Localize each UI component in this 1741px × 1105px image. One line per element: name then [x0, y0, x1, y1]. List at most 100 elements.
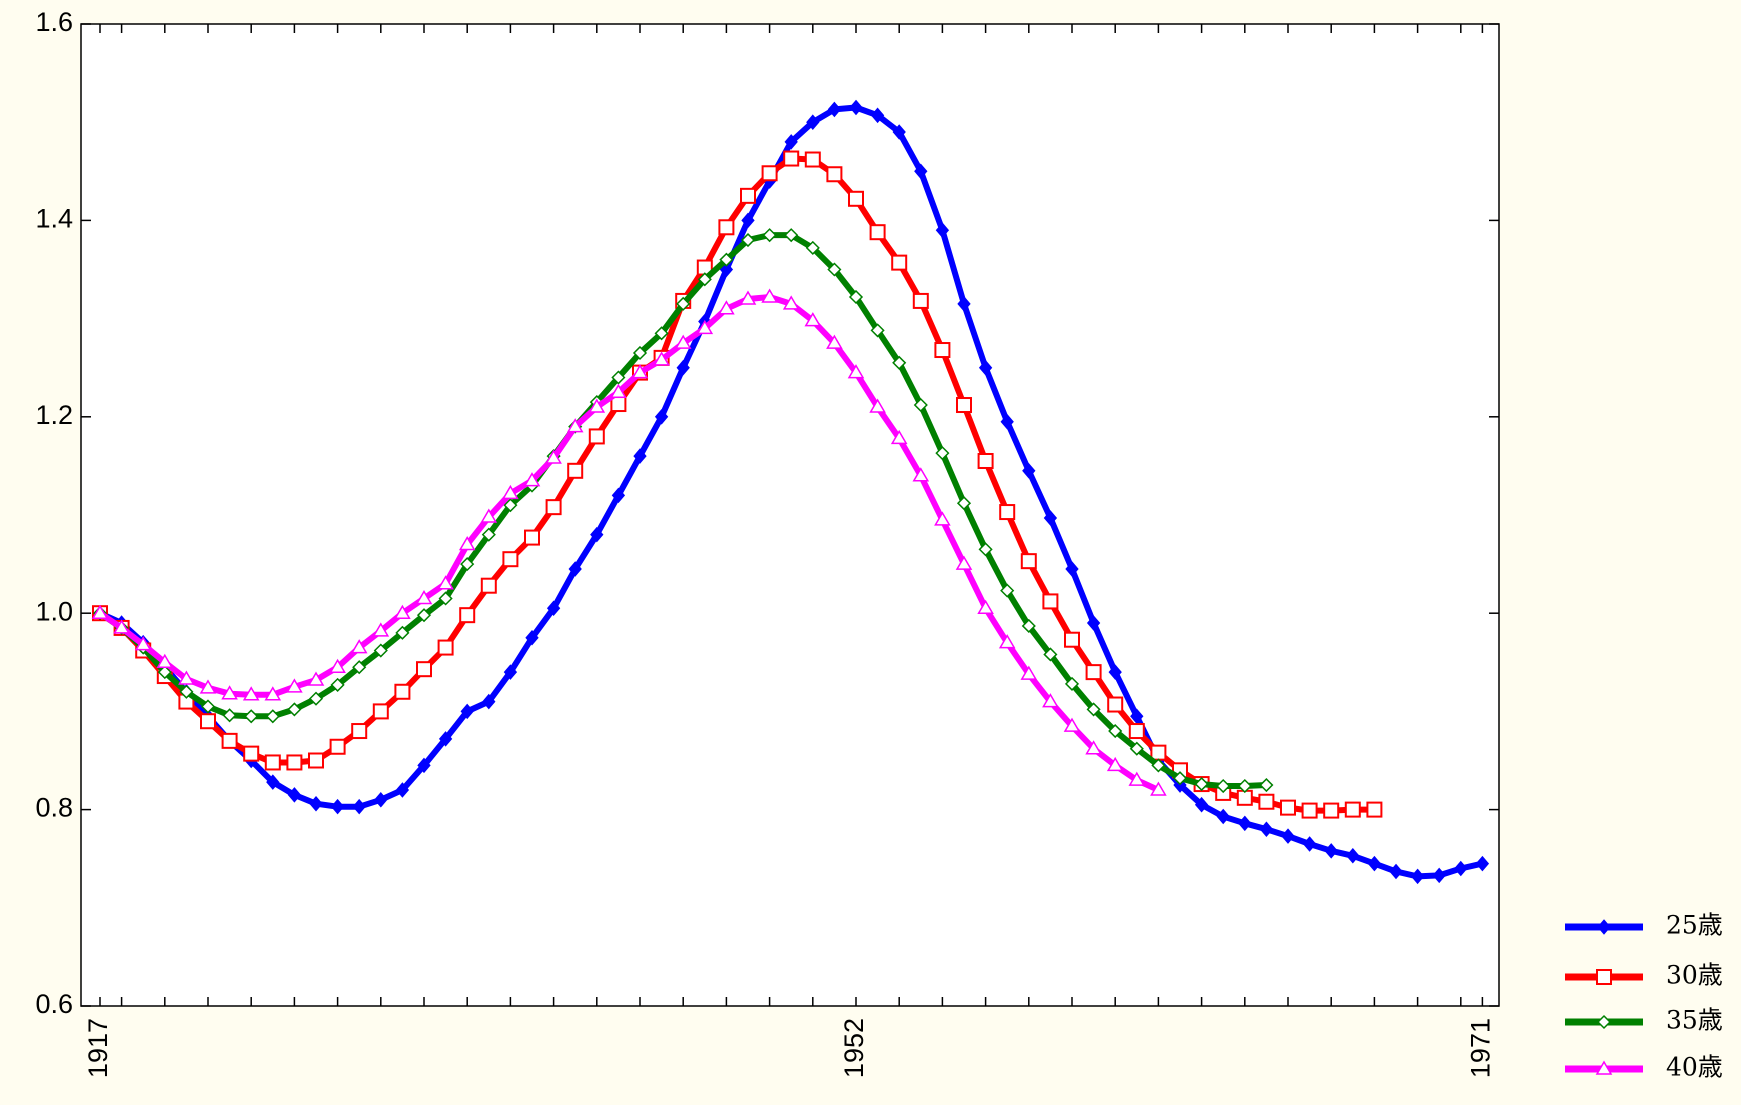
marker [891, 254, 908, 271]
marker [350, 639, 368, 654]
marker [870, 107, 885, 124]
marker [611, 487, 626, 504]
marker [849, 99, 863, 116]
marker [1323, 802, 1340, 819]
marker [481, 527, 496, 542]
marker [719, 252, 734, 267]
marker [460, 703, 474, 720]
marker [1346, 847, 1360, 864]
marker [718, 219, 735, 236]
marker [761, 165, 778, 182]
marker [870, 323, 885, 338]
marker [351, 723, 368, 740]
marker [848, 190, 864, 207]
marker [523, 472, 541, 487]
marker [546, 600, 561, 617]
marker [913, 397, 928, 413]
marker [395, 625, 410, 640]
marker [1020, 665, 1038, 680]
marker [826, 334, 843, 349]
marker [611, 370, 626, 385]
marker [417, 757, 431, 774]
marker [1194, 796, 1209, 813]
marker [588, 428, 605, 445]
marker [1000, 583, 1015, 598]
legend-label: 25歳 [1666, 911, 1723, 940]
marker [1063, 717, 1081, 732]
marker [631, 364, 649, 379]
y-tick-label: 1.0 [35, 596, 73, 626]
marker [503, 664, 518, 680]
marker [674, 334, 692, 349]
marker [242, 686, 260, 701]
marker [978, 542, 993, 557]
marker [394, 604, 411, 619]
marker [264, 754, 281, 771]
marker [287, 787, 302, 803]
marker [676, 359, 690, 376]
marker [329, 658, 346, 673]
marker [373, 643, 388, 658]
marker [264, 686, 282, 701]
marker [934, 511, 951, 526]
marker [1475, 855, 1490, 872]
marker [654, 409, 669, 425]
marker [1410, 868, 1425, 885]
marker [784, 228, 799, 243]
marker [352, 660, 367, 675]
marker [329, 738, 346, 755]
marker [1000, 413, 1014, 430]
marker [848, 289, 864, 305]
marker [697, 272, 712, 287]
marker [935, 446, 950, 461]
marker [156, 653, 174, 669]
x-tick-label: 1917 [83, 1018, 113, 1078]
marker [739, 290, 757, 305]
marker [1021, 618, 1036, 634]
marker [458, 535, 476, 551]
marker [804, 151, 821, 168]
marker [977, 452, 994, 469]
marker [912, 292, 929, 309]
marker [266, 774, 280, 790]
marker [480, 577, 497, 594]
marker [502, 484, 519, 500]
marker [394, 683, 411, 700]
marker [869, 224, 886, 241]
marker [826, 166, 843, 183]
marker [1043, 510, 1058, 526]
marker [892, 355, 907, 370]
marker [1367, 855, 1382, 872]
marker [113, 619, 130, 634]
marker [372, 703, 389, 720]
legend-item: 30歳 [1565, 961, 1723, 990]
marker [566, 418, 584, 433]
marker [1432, 867, 1446, 884]
marker [956, 496, 972, 511]
marker [1259, 821, 1274, 838]
legend-marker [1596, 1014, 1612, 1030]
marker [567, 462, 584, 479]
marker [1258, 793, 1275, 810]
marker [934, 342, 951, 359]
marker [1238, 815, 1252, 832]
marker [955, 555, 973, 570]
marker [221, 732, 238, 749]
marker [1259, 777, 1274, 793]
marker [330, 798, 345, 815]
marker [1324, 843, 1338, 859]
marker [869, 398, 886, 413]
marker [1194, 777, 1209, 792]
marker [892, 124, 906, 140]
marker [199, 679, 217, 694]
marker [1216, 808, 1230, 825]
marker [1086, 702, 1101, 717]
marker [134, 636, 152, 651]
marker [200, 713, 216, 730]
marker [286, 678, 303, 693]
marker [286, 754, 303, 771]
legend-item: 25歳 [1565, 911, 1723, 940]
marker [545, 499, 562, 516]
marker [827, 262, 842, 277]
